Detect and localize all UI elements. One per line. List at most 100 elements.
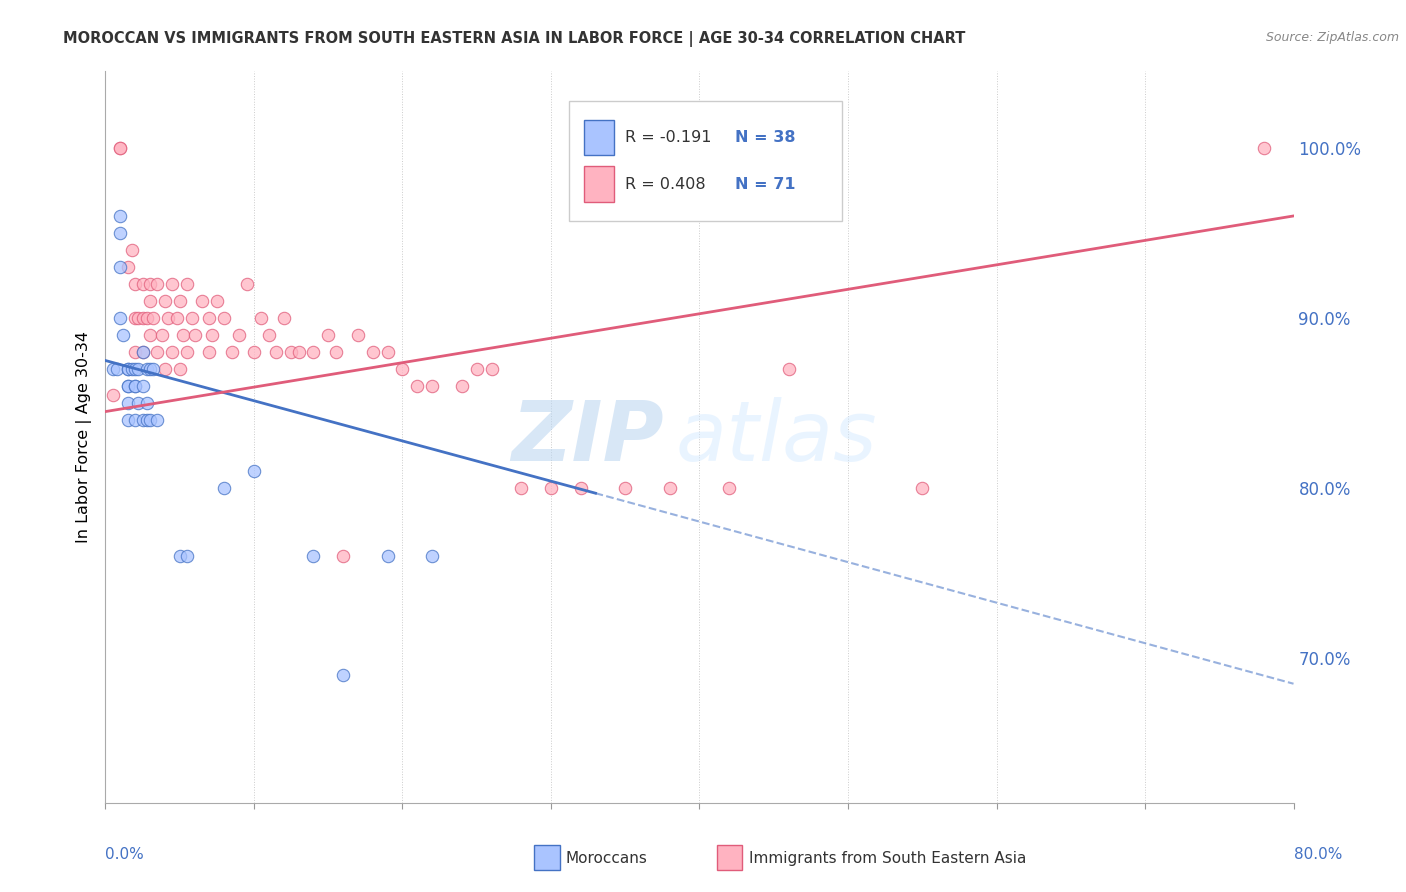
Point <box>117 362 139 376</box>
Point <box>205 293 228 308</box>
Point <box>127 311 149 326</box>
Point <box>136 396 159 410</box>
Point <box>110 209 132 223</box>
Point <box>214 481 236 495</box>
Text: R = -0.191: R = -0.191 <box>624 130 711 145</box>
Point <box>228 328 250 343</box>
Point <box>142 362 165 376</box>
Point <box>257 328 280 343</box>
Point <box>658 481 681 495</box>
Point <box>124 379 146 393</box>
Point <box>162 345 184 359</box>
Text: N = 71: N = 71 <box>735 177 796 192</box>
Point <box>198 345 221 359</box>
Point <box>121 362 143 376</box>
Text: Immigrants from South Eastern Asia: Immigrants from South Eastern Asia <box>749 851 1026 865</box>
Point <box>124 277 146 291</box>
Point <box>302 549 325 563</box>
Point <box>105 362 128 376</box>
Text: N = 38: N = 38 <box>735 130 796 145</box>
Point <box>110 311 132 326</box>
FancyBboxPatch shape <box>585 167 614 202</box>
Point <box>124 379 146 393</box>
Point <box>110 141 132 155</box>
Point <box>127 396 149 410</box>
Point <box>136 311 159 326</box>
Point <box>142 311 165 326</box>
Point <box>131 345 153 359</box>
Point <box>569 481 592 495</box>
Point <box>127 362 149 376</box>
Point <box>243 345 266 359</box>
Text: atlas: atlas <box>676 397 877 477</box>
Point <box>264 345 287 359</box>
Point <box>131 277 153 291</box>
Point <box>176 277 198 291</box>
Point <box>110 260 132 274</box>
Point <box>198 311 221 326</box>
Point <box>150 328 173 343</box>
Point <box>156 311 179 326</box>
Point <box>131 345 153 359</box>
Point <box>101 362 124 376</box>
Point <box>191 293 214 308</box>
Point <box>153 362 176 376</box>
Point <box>280 345 302 359</box>
Point <box>166 311 188 326</box>
Point <box>162 277 184 291</box>
Y-axis label: In Labor Force | Age 30-34: In Labor Force | Age 30-34 <box>76 331 91 543</box>
Point <box>112 328 135 343</box>
Point <box>139 277 162 291</box>
Point <box>481 362 503 376</box>
Point <box>176 345 198 359</box>
Point <box>332 668 354 682</box>
Point <box>131 413 153 427</box>
Point <box>131 379 153 393</box>
Point <box>778 362 800 376</box>
Point <box>124 311 146 326</box>
Point <box>614 481 637 495</box>
Point <box>391 362 413 376</box>
Text: R = 0.408: R = 0.408 <box>624 177 706 192</box>
Point <box>139 362 162 376</box>
Point <box>316 328 339 343</box>
Point <box>131 311 153 326</box>
Point <box>169 549 191 563</box>
Point <box>101 387 124 401</box>
Point <box>250 311 273 326</box>
Point <box>117 379 139 393</box>
Point <box>420 379 443 393</box>
Point <box>136 413 159 427</box>
Point <box>139 293 162 308</box>
Text: ZIP: ZIP <box>512 397 664 477</box>
Point <box>450 379 472 393</box>
Point <box>146 413 169 427</box>
Point <box>124 345 146 359</box>
Point <box>139 328 162 343</box>
Point <box>146 277 169 291</box>
Point <box>110 141 132 155</box>
Point <box>146 345 169 359</box>
Point <box>121 243 143 257</box>
Point <box>201 328 224 343</box>
Point <box>139 413 162 427</box>
Point <box>540 481 562 495</box>
Text: Moroccans: Moroccans <box>565 851 647 865</box>
Point <box>169 293 191 308</box>
Point <box>235 277 257 291</box>
Point <box>117 396 139 410</box>
Point <box>110 226 132 240</box>
Text: 80.0%: 80.0% <box>1295 847 1343 862</box>
Point <box>377 549 399 563</box>
Point <box>1253 141 1275 155</box>
Point <box>176 549 198 563</box>
Point <box>117 260 139 274</box>
FancyBboxPatch shape <box>569 101 842 221</box>
Point <box>465 362 488 376</box>
Point <box>406 379 429 393</box>
Point <box>117 362 139 376</box>
Point <box>377 345 399 359</box>
Point <box>243 464 266 478</box>
Point <box>510 481 533 495</box>
Text: Source: ZipAtlas.com: Source: ZipAtlas.com <box>1265 31 1399 45</box>
